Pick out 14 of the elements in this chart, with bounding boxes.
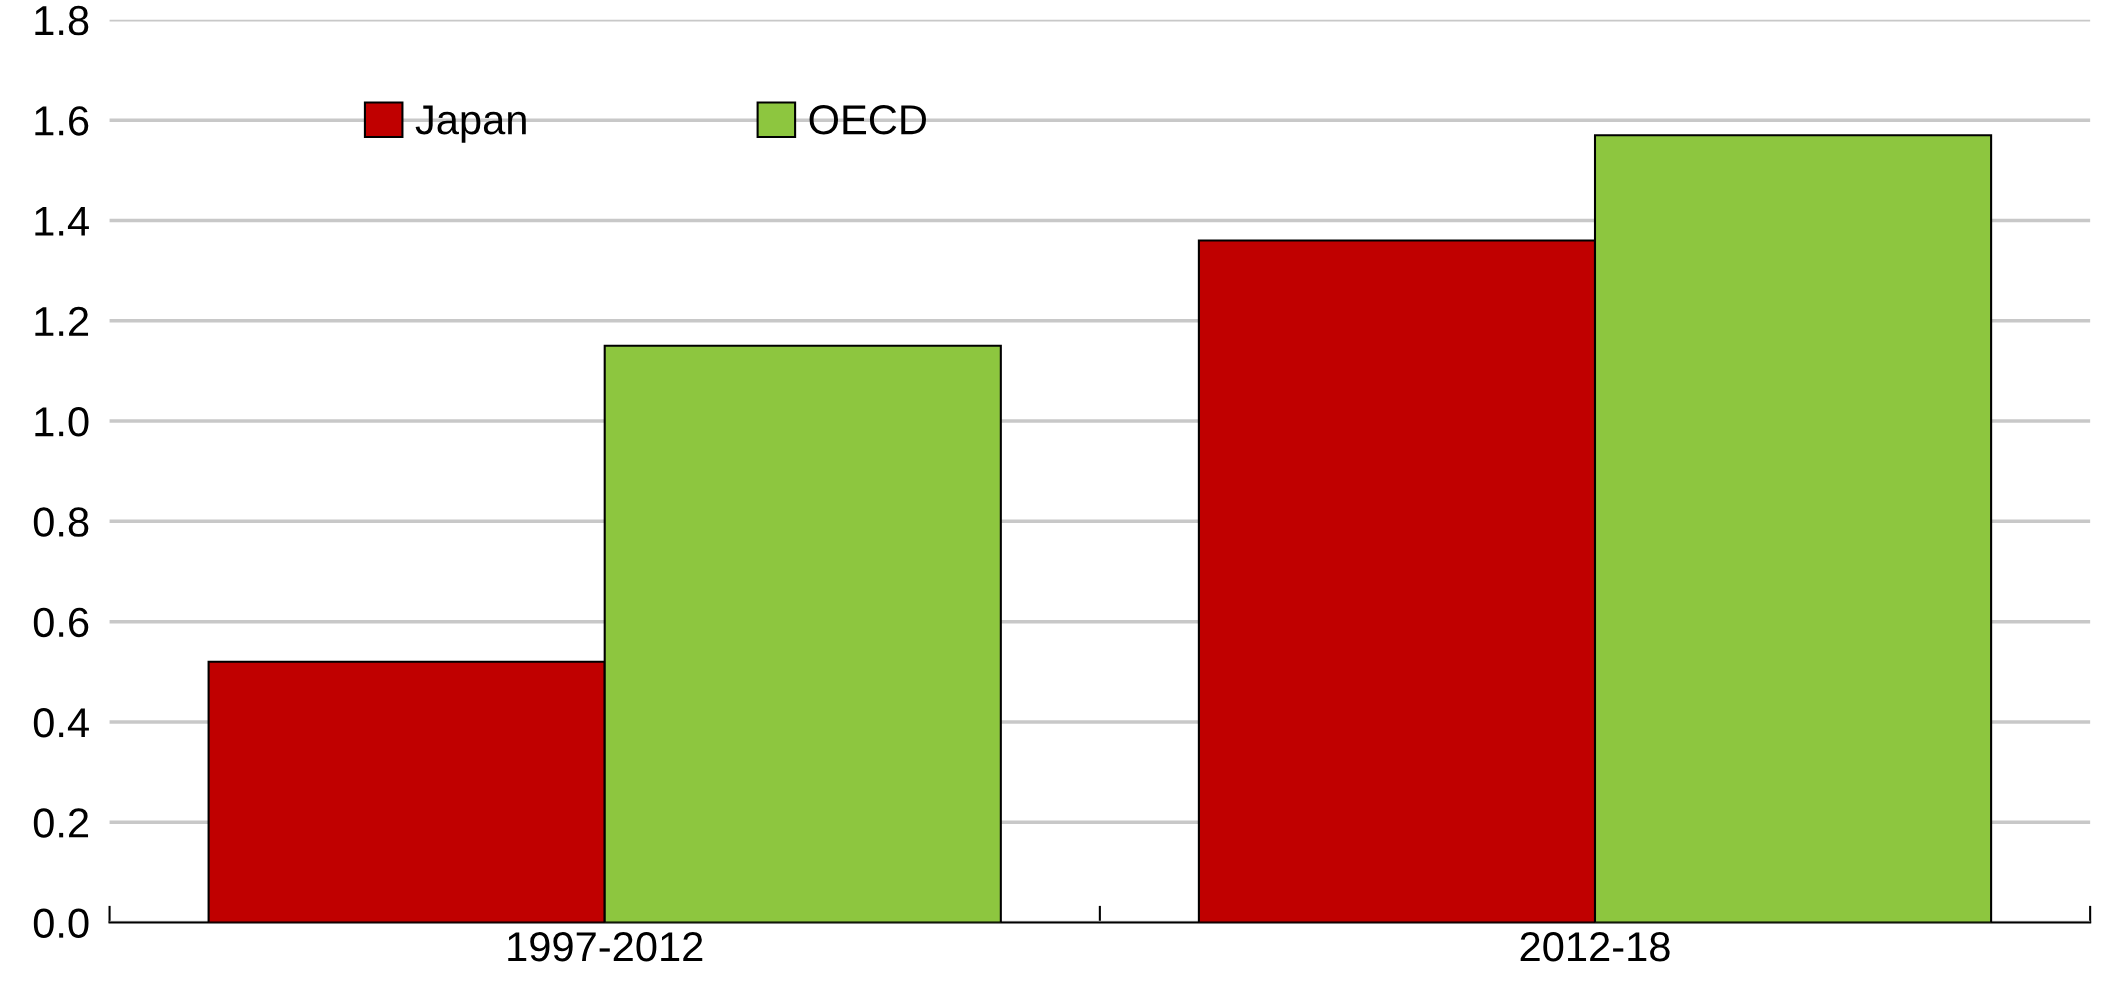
y-tick-label: 0.4 (33, 707, 89, 738)
y-tick-label: 0.0 (33, 908, 89, 939)
legend-label: Japan (415, 105, 526, 143)
legend-label: OECD (809, 105, 926, 135)
y-tick-label: 0.8 (33, 507, 89, 537)
y-tick-label: 1.8 (35, 5, 89, 36)
y-tick-label: 1.0 (35, 407, 89, 437)
x-tick-label: 1997-2012 (508, 931, 703, 962)
y-tick-label: 0.6 (33, 607, 89, 638)
x-tick-label: 2012-18 (1520, 931, 1670, 962)
y-tick-label: 1.4 (35, 206, 89, 236)
y-tick-label: 0.2 (33, 808, 89, 838)
y-tick-label: 1.2 (35, 306, 89, 336)
y-tick-label: 1.6 (35, 106, 89, 136)
